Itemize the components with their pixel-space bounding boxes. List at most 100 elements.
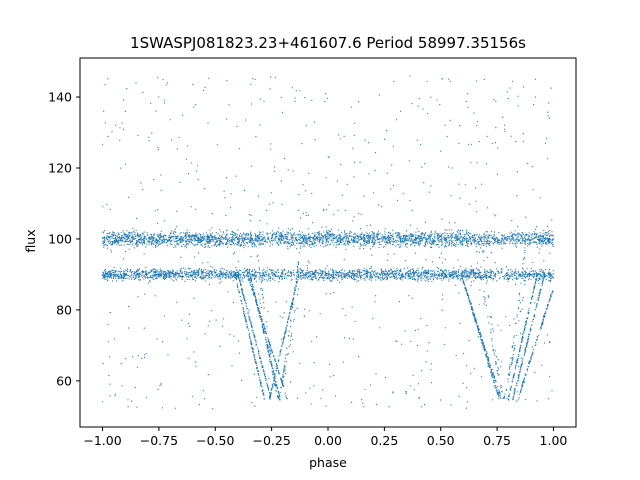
- data-point: [392, 270, 394, 273]
- data-point: [484, 243, 486, 245]
- data-point: [481, 242, 483, 245]
- data-point: [325, 245, 327, 247]
- data-point: [258, 239, 260, 241]
- data-point: [452, 243, 454, 246]
- data-point: [278, 235, 280, 237]
- data-point: [345, 275, 347, 277]
- data-point: [126, 273, 128, 275]
- data-point: [262, 269, 264, 272]
- data-point: [225, 274, 227, 276]
- data-point: [496, 370, 499, 372]
- data-point: [329, 235, 331, 237]
- data-point: [289, 245, 291, 247]
- data-point: [397, 244, 399, 246]
- data-point: [462, 272, 464, 274]
- data-point: [254, 244, 256, 246]
- data-point: [258, 231, 261, 233]
- data-point: [252, 240, 254, 242]
- data-point: [319, 241, 321, 243]
- data-point: [171, 230, 173, 232]
- data-point: [175, 231, 177, 233]
- data-point: [376, 235, 378, 238]
- data-point: [334, 273, 337, 276]
- data-point: [113, 269, 115, 272]
- data-point: [522, 297, 524, 299]
- data-point: [115, 238, 117, 240]
- data-point: [485, 276, 487, 278]
- data-point: [120, 277, 122, 279]
- data-point: [143, 231, 145, 233]
- data-point: [410, 275, 412, 277]
- data-point: [516, 243, 518, 245]
- data-point: [480, 271, 482, 273]
- data-point: [512, 342, 515, 344]
- data-point: [128, 232, 130, 234]
- data-point: [508, 236, 510, 238]
- data-point: [277, 270, 279, 272]
- data-point: [103, 246, 105, 248]
- data-point: [354, 277, 356, 279]
- data-point: [528, 272, 530, 274]
- data-point: [325, 230, 328, 232]
- data-point: [176, 240, 178, 242]
- data-point: [517, 236, 519, 238]
- data-point: [278, 244, 280, 246]
- data-point: [134, 238, 136, 240]
- data-point: [340, 272, 342, 274]
- data-point: [263, 268, 265, 270]
- data-point: [104, 240, 106, 242]
- data-point: [272, 272, 274, 274]
- data-point: [330, 230, 332, 232]
- data-point: [291, 272, 293, 274]
- data-point: [545, 279, 547, 281]
- data-point: [206, 238, 208, 240]
- data-point: [168, 240, 171, 242]
- data-point: [134, 272, 136, 274]
- data-point: [492, 242, 494, 244]
- data-point: [370, 267, 372, 269]
- data-point: [510, 240, 512, 242]
- data-point: [301, 278, 303, 280]
- data-point: [132, 240, 134, 242]
- data-point: [370, 266, 372, 268]
- data-point: [206, 242, 209, 244]
- data-point: [326, 244, 328, 246]
- data-point: [507, 238, 509, 240]
- data-point: [361, 274, 363, 276]
- data-point: [286, 245, 288, 247]
- data-point: [517, 278, 519, 280]
- data-point: [343, 276, 346, 279]
- data-point: [284, 360, 286, 362]
- data-point: [493, 352, 495, 354]
- data-point: [450, 239, 452, 241]
- data-point: [303, 275, 305, 277]
- data-point: [352, 241, 354, 243]
- data-point: [399, 268, 402, 270]
- data-point: [548, 271, 550, 273]
- data-point: [328, 270, 330, 272]
- data-point: [287, 233, 289, 235]
- data-point: [169, 277, 171, 279]
- data-point: [402, 276, 404, 278]
- data-point: [218, 273, 220, 275]
- data-point: [356, 240, 358, 242]
- data-point: [151, 237, 153, 239]
- data-point: [333, 236, 335, 238]
- data-point: [501, 237, 503, 239]
- data-point: [429, 276, 431, 278]
- data-point: [177, 275, 179, 277]
- data-point: [131, 274, 133, 276]
- data-point: [451, 229, 453, 231]
- data-point: [208, 241, 210, 243]
- data-point: [309, 274, 311, 277]
- data-point: [445, 275, 447, 277]
- data-point: [399, 236, 401, 238]
- data-point: [456, 276, 458, 278]
- data-point: [390, 277, 392, 279]
- data-point: [513, 348, 516, 350]
- data-point: [359, 247, 361, 249]
- data-point: [129, 271, 131, 273]
- data-point: [552, 243, 554, 245]
- data-point: [426, 241, 428, 243]
